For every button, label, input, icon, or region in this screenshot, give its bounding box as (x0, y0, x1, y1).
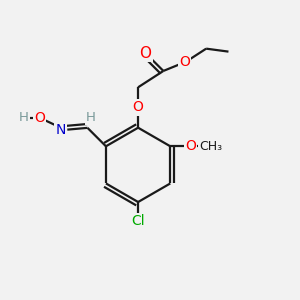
Text: O: O (179, 55, 190, 69)
Text: O: O (34, 111, 45, 125)
Text: H: H (86, 111, 96, 124)
Text: O: O (185, 139, 196, 153)
Text: N: N (56, 123, 66, 137)
Text: O: O (133, 100, 143, 115)
Text: CH₃: CH₃ (199, 140, 222, 153)
Text: H: H (19, 111, 29, 124)
Text: O: O (140, 46, 152, 61)
Text: Cl: Cl (131, 214, 145, 228)
